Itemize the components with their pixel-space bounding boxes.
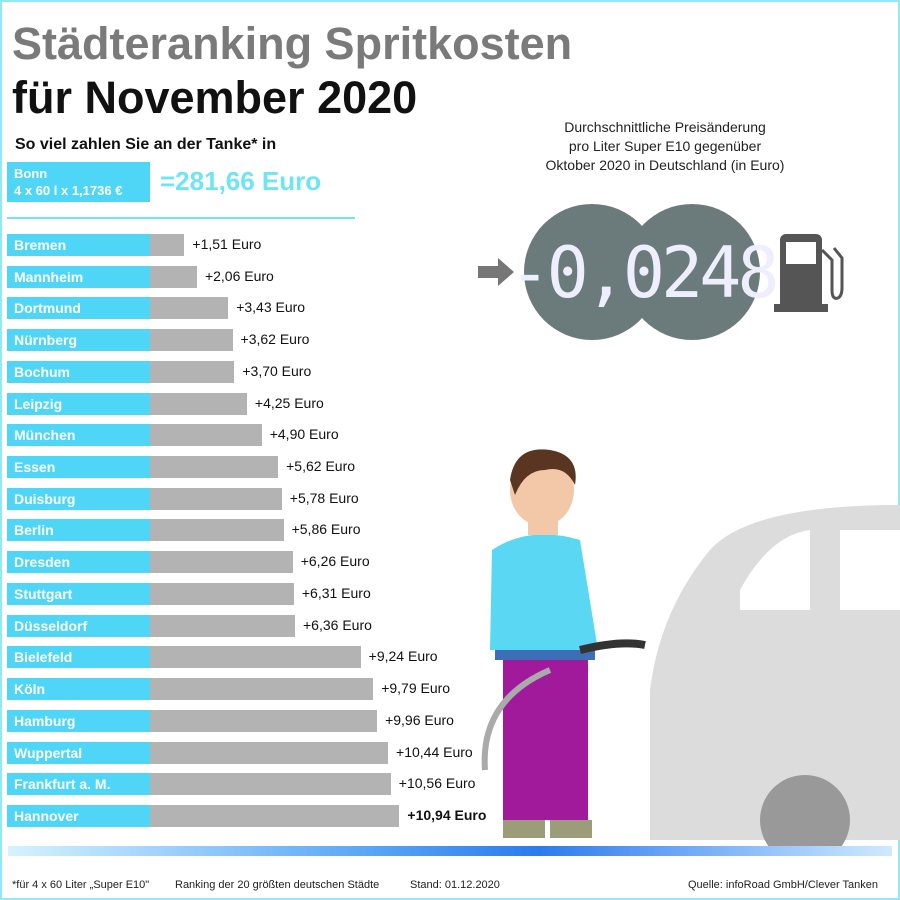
- reference-total: =281,66 Euro: [160, 166, 322, 196]
- price-change: -0,0248: [508, 232, 775, 314]
- bar-value-label: +1,51 Euro: [192, 236, 262, 252]
- bar-value-label: +10,94 Euro: [407, 806, 487, 823]
- bar: [150, 551, 293, 574]
- footer-date: Stand: 01.12.2020: [410, 879, 500, 891]
- bar-value-label: +6,26 Euro: [300, 553, 370, 570]
- fuel-pump-icon: [774, 234, 844, 312]
- illustration: [481, 449, 900, 850]
- city-label: Bremen: [7, 234, 150, 256]
- bar: [150, 646, 361, 669]
- info-text: Durchschnittliche Preisänderung pro Lite…: [520, 118, 810, 175]
- bar-value-label: +9,96 Euro: [385, 711, 454, 728]
- footer-note: *für 4 x 60 Liter „Super E10": [12, 879, 150, 891]
- divider: [7, 217, 355, 219]
- city-label: Leipzig: [7, 392, 150, 415]
- city-label: Bielefeld: [7, 646, 150, 669]
- city-label: Wuppertal: [7, 741, 150, 764]
- city-label: Dortmund: [7, 297, 150, 320]
- city-label: Frankfurt a. M.: [7, 773, 150, 796]
- bar: [150, 519, 284, 542]
- city-label: Hamburg: [7, 709, 150, 732]
- bar: [150, 804, 400, 827]
- ground-stripe: [8, 846, 892, 856]
- city-label: Stuttgart: [7, 582, 150, 605]
- arrow-right-icon: [478, 258, 514, 286]
- bar: [150, 773, 391, 796]
- bar: [150, 329, 233, 352]
- bar-value-label: +3,43 Euro: [236, 299, 306, 316]
- bar: [150, 614, 295, 637]
- city-label: Nürnberg: [7, 329, 150, 352]
- bar-value-label: +6,36 Euro: [303, 616, 372, 633]
- bar: [150, 678, 374, 701]
- bar: [150, 360, 235, 383]
- reference-city: Bonn: [14, 166, 48, 181]
- price-display: -0,0248: [478, 204, 844, 340]
- bar: [150, 709, 378, 732]
- bar: [150, 582, 294, 605]
- city-label: Mannheim: [7, 265, 150, 288]
- info-line: Oktober 2020 in Deutschland (in Euro): [545, 157, 785, 173]
- subtitle: So viel zahlen Sie an der Tanke* in: [15, 136, 277, 153]
- bar: [150, 487, 282, 510]
- bar: [150, 297, 229, 320]
- bar-value-label: +10,44 Euro: [396, 743, 473, 760]
- city-label: München: [7, 424, 150, 447]
- city-label: Dresden: [7, 551, 150, 574]
- city-label: Düsseldorf: [7, 614, 150, 637]
- info-line: Durchschnittliche Preisänderung: [564, 119, 766, 135]
- bar-value-label: +10,56 Euro: [398, 775, 476, 792]
- bar-value-label: +9,79 Euro: [381, 680, 451, 697]
- reference-formula: 4 x 60 l x 1,1736 €: [14, 183, 123, 198]
- city-label: Köln: [7, 678, 150, 701]
- city-label: Essen: [7, 456, 150, 479]
- bar-value-label: +5,62 Euro: [286, 458, 356, 475]
- bar-value-label: +4,90 Euro: [269, 426, 339, 443]
- bar-value-label: +5,78 Euro: [289, 489, 359, 506]
- bar-value-label: +5,86 Euro: [291, 521, 361, 538]
- bar-value-label: +4,25 Euro: [254, 394, 324, 411]
- bar: [150, 456, 279, 479]
- bar-value-label: +9,24 Euro: [368, 648, 438, 665]
- city-label: Bochum: [7, 360, 150, 383]
- bar-value-label: +6,31 Euro: [301, 584, 371, 601]
- city-label: Hannover: [7, 804, 150, 827]
- reference-box: Bonn 4 x 60 l x 1,1736 €: [7, 162, 150, 202]
- bar: [150, 392, 247, 415]
- bar-value-label: +3,70 Euro: [242, 362, 312, 379]
- bar: [150, 234, 185, 256]
- display-circle-right: [624, 204, 760, 340]
- bar-value-label: +2,06 Euro: [204, 267, 274, 284]
- display-circle-left: [524, 204, 660, 340]
- title-line-2: für November 2020: [12, 72, 418, 123]
- person-illustration: [481, 449, 646, 838]
- bar: [150, 424, 262, 447]
- city-label: Berlin: [7, 519, 150, 542]
- city-label: Duisburg: [7, 487, 150, 510]
- footer-ranking: Ranking der 20 größten deutschen Städte: [175, 879, 380, 891]
- bar: [150, 265, 197, 288]
- title-line-1: Städteranking Spritkosten: [12, 18, 573, 69]
- bar-value-label: +3,62 Euro: [240, 331, 310, 348]
- info-line: pro Liter Super E10 gegenüber: [568, 138, 762, 154]
- footer-source: Quelle: infoRoad GmbH/Clever Tanken: [688, 879, 878, 891]
- car-illustration: [650, 505, 900, 850]
- bar: [150, 741, 389, 764]
